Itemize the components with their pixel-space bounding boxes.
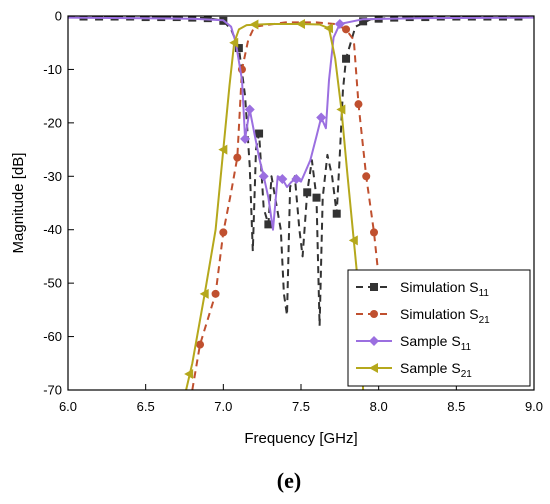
legend-item: Sample S21: [356, 360, 472, 380]
series-simulation-s21: [191, 21, 383, 390]
data-point: [303, 188, 312, 197]
y-tick-label: 0: [55, 9, 62, 24]
y-tick-label: -10: [43, 62, 62, 77]
series-layer: [68, 16, 534, 390]
data-point: [334, 19, 345, 30]
legend-label-main: Sample S: [400, 333, 461, 349]
data-point: [342, 25, 351, 34]
legend-label-main: Simulation S: [400, 306, 479, 322]
legend-box: [347, 269, 531, 387]
x-axis-title: Frequency [GHz]: [244, 430, 357, 447]
x-tick-label: 6.0: [59, 399, 77, 414]
legend-label: Simulation S21: [400, 306, 490, 326]
data-point: [264, 220, 273, 229]
data-point: [234, 44, 243, 53]
data-point: [277, 173, 288, 184]
data-point: [157, 16, 166, 22]
legend-marker: [369, 363, 378, 373]
legend-item: Simulation S21: [356, 306, 490, 326]
y-tick-label: -60: [43, 329, 62, 344]
data-point: [255, 129, 264, 138]
data-point: [359, 17, 368, 26]
legend-item: Sample S11: [356, 333, 472, 353]
y-tick-label: -50: [43, 276, 62, 291]
data-point: [342, 54, 351, 63]
data-point: [323, 23, 333, 34]
y-tick-label: -30: [43, 169, 62, 184]
x-tick-label: 7.5: [292, 399, 310, 414]
data-point: [199, 288, 209, 299]
y-tick-label: -20: [43, 115, 62, 130]
data-point: [405, 16, 414, 22]
data-point: [316, 112, 327, 123]
legend-label-subscript: 11: [461, 342, 472, 353]
y-axis-title: Magnitude [dB]: [10, 153, 27, 254]
plot-frame: [67, 15, 535, 391]
data-point: [211, 289, 220, 298]
legend-label-subscript: 21: [461, 369, 473, 380]
series-line: [68, 16, 534, 231]
data-point: [312, 193, 321, 202]
x-tick-label: 9.0: [525, 399, 543, 414]
data-point: [203, 16, 212, 23]
data-point: [348, 235, 358, 246]
data-point: [354, 100, 363, 109]
x-axis-ticks: 6.0 6.5 7.0 7.5 8.0 8.5 9.0: [59, 384, 543, 414]
data-point: [218, 144, 228, 155]
legend-item: Simulation S11: [356, 279, 489, 299]
series-sample-s21: [184, 19, 365, 390]
y-tick-label: -70: [43, 383, 62, 398]
data-point: [240, 133, 251, 144]
legend-label-subscript: 11: [479, 288, 490, 299]
data-point: [219, 228, 228, 237]
series-line: [68, 16, 534, 327]
legend-marker: [369, 336, 379, 346]
x-tick-label: 6.5: [137, 399, 155, 414]
data-point: [370, 228, 379, 237]
x-tick-label: 8.0: [370, 399, 388, 414]
y-axis-ticks: 0 -10 -20 -30 -40 -50 -60 -70: [43, 9, 74, 398]
data-point: [362, 172, 371, 181]
data-point: [233, 153, 242, 162]
y-tick-label: -40: [43, 222, 62, 237]
data-point: [421, 16, 430, 22]
data-point: [291, 173, 302, 184]
legend-label: Sample S11: [400, 333, 472, 353]
data-point: [332, 209, 341, 218]
x-tick-label: 7.0: [214, 399, 232, 414]
x-tick-label: 8.5: [447, 399, 465, 414]
legend-marker: [370, 310, 378, 318]
legend-label: Simulation S11: [400, 279, 489, 299]
legend-marker: [370, 283, 378, 291]
legend-label-main: Sample S: [400, 360, 461, 376]
data-point: [336, 104, 346, 115]
data-point: [244, 104, 255, 115]
panel-label: (e): [277, 468, 301, 493]
data-point: [258, 171, 269, 182]
data-point: [188, 16, 197, 22]
data-point: [296, 19, 305, 30]
data-point: [141, 16, 150, 22]
data-point: [196, 340, 205, 349]
data-point: [229, 37, 239, 48]
data-point: [184, 368, 194, 379]
series-sample-s11: [68, 16, 534, 231]
data-point: [172, 16, 181, 22]
data-point: [249, 19, 259, 30]
series-line: [185, 23, 365, 390]
legend-label: Sample S21: [400, 360, 472, 380]
legend-label-subscript: 21: [479, 315, 491, 326]
legend-label-main: Simulation S: [400, 279, 479, 295]
